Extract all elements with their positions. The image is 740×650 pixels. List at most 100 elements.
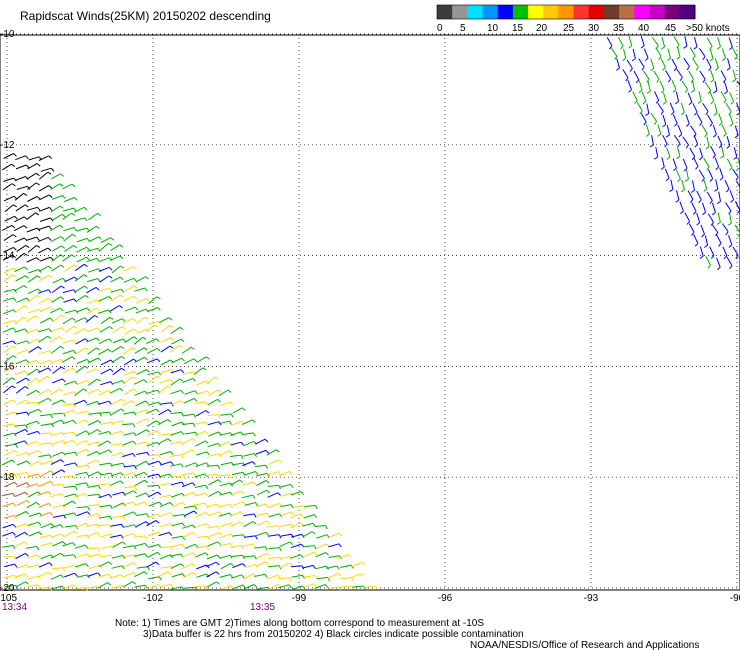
- wind-barb: [170, 431, 182, 436]
- wind-barb: [100, 545, 112, 550]
- wind-barb-flag: [26, 411, 30, 416]
- wind-barb: [88, 236, 99, 243]
- wind-barb: [86, 523, 98, 527]
- wind-barb: [26, 401, 38, 404]
- wind-barb: [196, 380, 207, 386]
- wind-barb: [685, 114, 690, 124]
- wind-barb: [88, 564, 100, 570]
- wind-barb-flag: [108, 296, 113, 300]
- colorbar-swatch: [679, 5, 696, 19]
- wind-barb: [157, 571, 169, 577]
- wind-barb: [680, 102, 685, 113]
- wind-barb-flag: [736, 210, 740, 214]
- wind-barb: [112, 502, 124, 509]
- wind-barb-flag: [48, 328, 52, 333]
- wind-barb: [51, 254, 61, 262]
- wind-barb-flag: [73, 289, 77, 294]
- wind-barb-flag: [181, 357, 185, 362]
- wind-barb: [182, 572, 194, 579]
- wind-barb: [671, 80, 677, 90]
- wind-barb-flag: [11, 385, 16, 389]
- wind-barb-flag: [96, 307, 101, 311]
- wind-barb-flag: [729, 46, 733, 50]
- wind-barb: [98, 266, 110, 272]
- wind-barb: [26, 389, 37, 396]
- wind-barb: [726, 256, 733, 266]
- wind-barb-flag: [206, 573, 210, 578]
- wind-barb: [243, 555, 255, 558]
- wind-barb-flag: [61, 245, 66, 249]
- wind-barb: [170, 369, 182, 374]
- wind-barb: [15, 155, 26, 161]
- wind-barb-flag: [180, 400, 184, 404]
- wind-barb: [98, 389, 109, 396]
- wind-barb-flag: [87, 506, 90, 511]
- wind-barb: [50, 358, 62, 364]
- wind-barb: [62, 542, 73, 547]
- wind-barb-flag: [74, 572, 78, 577]
- wind-barb: [146, 389, 158, 394]
- wind-barb: [135, 513, 147, 517]
- wind-barb: [278, 470, 290, 477]
- wind-barb-flag: [673, 167, 677, 171]
- wind-barb: [279, 483, 291, 488]
- colorbar-tick-label: 5: [460, 23, 466, 34]
- wind-barb-flag: [240, 441, 245, 446]
- wind-barb-flag: [119, 244, 124, 248]
- wind-barb: [677, 124, 683, 135]
- wind-barb: [62, 339, 74, 344]
- wind-barb-flag: [193, 413, 197, 418]
- wind-barb: [75, 563, 87, 568]
- wind-barb-flag: [85, 563, 89, 568]
- wind-barb: [75, 365, 85, 374]
- wind-barb-flag: [109, 326, 113, 330]
- wind-barb: [171, 522, 183, 527]
- wind-barb: [111, 355, 122, 363]
- wind-barb: [703, 179, 708, 189]
- wind-barb: [88, 412, 100, 415]
- credit-line: NOAA/NESDIS/Office of Research and Appli…: [470, 640, 699, 650]
- wind-barb: [123, 358, 134, 366]
- wind-barb: [52, 314, 62, 323]
- colorbar-tick-label: 0: [437, 23, 443, 34]
- wind-barb-flag: [12, 524, 17, 528]
- wind-barb: [134, 471, 145, 477]
- wind-barb-flag: [36, 441, 40, 446]
- wind-barb-flag: [658, 56, 662, 60]
- wind-barb: [219, 482, 231, 487]
- wind-barb-flag: [97, 299, 101, 304]
- wind-barb: [27, 295, 38, 303]
- wind-barb-flag: [108, 561, 112, 565]
- wind-barb-flag: [23, 316, 28, 320]
- wind-barb: [729, 114, 734, 124]
- wind-barb-flag: [147, 566, 150, 571]
- wind-barb: [655, 47, 662, 57]
- wind-barb-flag: [107, 582, 112, 586]
- wind-barb-flag: [59, 183, 64, 187]
- wind-barb: [75, 522, 87, 529]
- wind-barb: [655, 147, 659, 158]
- wind-barb: [16, 452, 27, 457]
- wind-barb-flag: [290, 484, 294, 488]
- wind-barb-flag: [709, 178, 714, 182]
- wind-barb-flag: [228, 441, 232, 445]
- wind-barb: [2, 523, 14, 529]
- wind-barb: [76, 506, 88, 509]
- wind-barb-flag: [13, 481, 18, 486]
- wind-barb: [100, 381, 111, 386]
- wind-barb: [16, 399, 27, 405]
- wind-barb-flag: [60, 285, 65, 289]
- wind-barb: [206, 503, 217, 508]
- wind-barb: [28, 156, 40, 161]
- wind-barb: [194, 585, 206, 588]
- wind-barb: [100, 472, 112, 476]
- wind-barb-flag: [665, 134, 670, 138]
- wind-barb: [160, 359, 171, 366]
- wind-barb: [122, 501, 133, 506]
- wind-barb: [15, 581, 26, 588]
- wind-barb: [13, 225, 25, 232]
- wind-barb-flag: [145, 492, 149, 497]
- wind-barb-flag: [677, 143, 681, 148]
- wind-barb: [675, 169, 681, 180]
- wind-barb: [147, 551, 158, 558]
